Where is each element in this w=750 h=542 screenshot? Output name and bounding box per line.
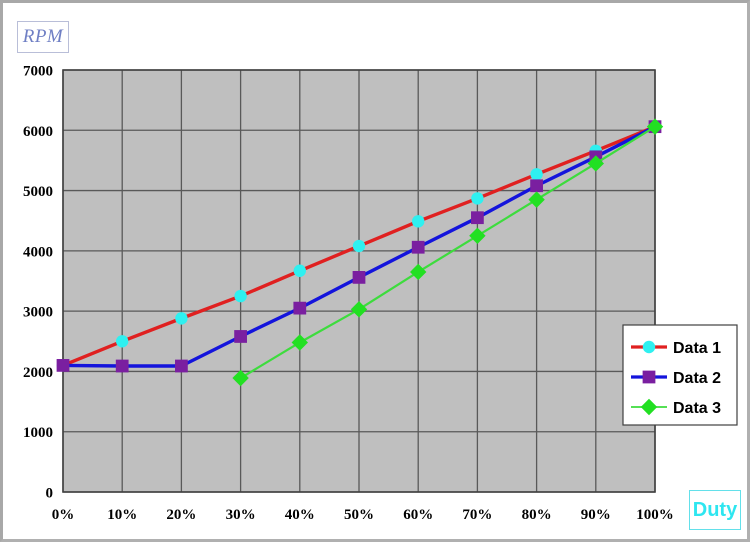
x-axis-tick-label: 60% xyxy=(403,507,433,523)
data-point-marker[interactable] xyxy=(640,398,658,416)
data-point-marker[interactable] xyxy=(471,211,484,225)
data-point-marker[interactable] xyxy=(412,215,425,228)
y-axis-tick-label: 1000 xyxy=(23,425,53,441)
data-point-marker[interactable] xyxy=(56,359,70,372)
x-axis-tick-label: 0% xyxy=(52,507,75,523)
x-axis-tick-label: 20% xyxy=(166,507,196,523)
x-axis-tick-label: 30% xyxy=(226,507,256,523)
data-point-marker[interactable] xyxy=(350,301,368,318)
data-point-marker[interactable] xyxy=(234,289,247,303)
x-axis-title-label: Duty xyxy=(692,498,738,521)
y-axis-title-label: RPM xyxy=(22,26,64,47)
data-point-marker[interactable] xyxy=(175,312,188,325)
x-axis-tick-label: 10% xyxy=(107,507,137,523)
data-point-marker[interactable] xyxy=(234,330,247,343)
y-axis-title-box: RPM xyxy=(17,21,69,53)
legend-item[interactable]: Data 2 xyxy=(631,370,721,387)
y-axis-tick-label: 6000 xyxy=(23,124,53,140)
legend-box xyxy=(622,324,738,426)
x-axis-tick-label: 40% xyxy=(285,507,315,523)
data-point-marker[interactable] xyxy=(469,227,486,244)
x-axis-tick-label: 70% xyxy=(462,507,492,523)
x-axis-title-box: Duty xyxy=(689,490,741,530)
data-point-marker[interactable] xyxy=(642,340,656,354)
data-point-marker[interactable] xyxy=(530,179,543,193)
data-point-marker[interactable] xyxy=(291,334,308,351)
legend-item-label: Data 3 xyxy=(673,400,721,417)
legend: Data 1 Data 2 Data 3 xyxy=(622,324,738,426)
series-line xyxy=(239,125,657,380)
legend-item[interactable]: Data 3 xyxy=(631,398,721,417)
y-axis-tick-label: 2000 xyxy=(23,365,53,381)
series-3 xyxy=(232,118,664,387)
data-point-marker[interactable] xyxy=(293,264,306,277)
data-point-marker[interactable] xyxy=(471,192,484,205)
data-point-marker[interactable] xyxy=(352,271,366,284)
data-point-marker[interactable] xyxy=(116,335,129,348)
data-point-marker[interactable] xyxy=(642,370,656,384)
legend-item[interactable]: Data 1 xyxy=(631,340,721,357)
data-point-marker[interactable] xyxy=(115,359,129,373)
data-point-marker[interactable] xyxy=(352,239,366,253)
data-point-marker[interactable] xyxy=(646,118,664,135)
data-point-marker[interactable] xyxy=(528,191,545,208)
y-axis-tick-label: 0 xyxy=(46,486,54,502)
legend-item-label: Data 1 xyxy=(673,340,721,357)
y-axis-tick-label: 4000 xyxy=(23,244,53,260)
data-point-marker[interactable] xyxy=(411,240,425,254)
y-axis-tick-label: 5000 xyxy=(23,184,53,200)
data-point-marker[interactable] xyxy=(587,155,604,172)
plot-border xyxy=(62,69,656,493)
y-axis-tick-label: 3000 xyxy=(23,305,53,321)
data-point-marker[interactable] xyxy=(530,168,543,181)
x-axis-tick-label: 90% xyxy=(581,507,611,523)
x-axis-tick-label: 80% xyxy=(522,507,552,523)
data-point-marker[interactable] xyxy=(232,369,249,387)
line-chart: 0 1000 2000 3000 4000 5000 6000 7000 0% 10% 20% 30%… xyxy=(23,64,738,523)
x-axis-tick-label: 100% xyxy=(636,507,674,523)
data-point-marker[interactable] xyxy=(175,359,188,373)
data-point-marker[interactable] xyxy=(293,301,307,315)
y-axis-tick-label: 7000 xyxy=(23,64,53,80)
x-axis-tick-label: 50% xyxy=(344,507,374,523)
data-point-marker[interactable] xyxy=(410,263,427,281)
legend-item-label: Data 2 xyxy=(673,370,721,387)
